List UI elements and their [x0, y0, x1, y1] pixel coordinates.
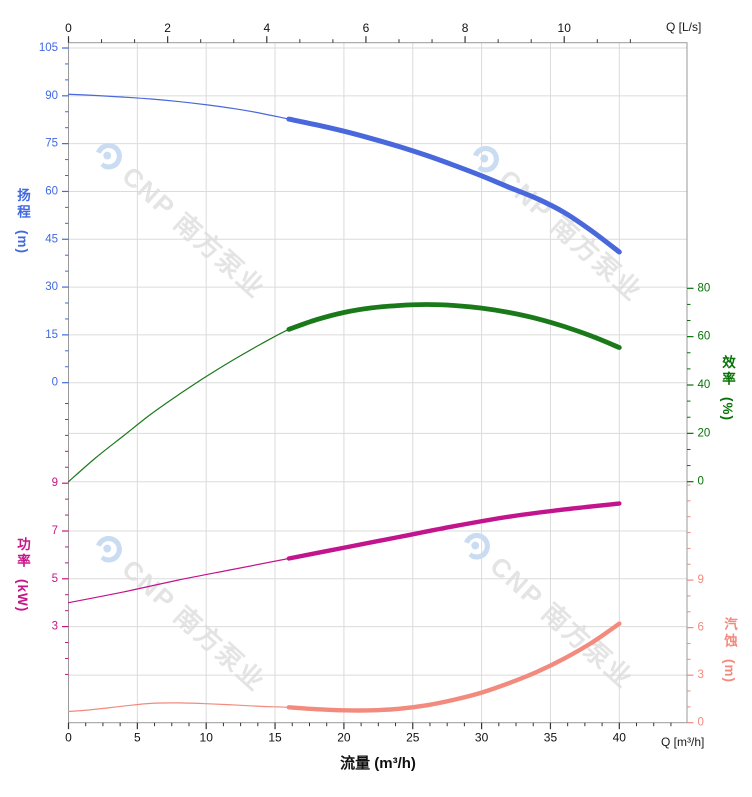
svg-text:60: 60: [698, 331, 711, 343]
svg-text:80: 80: [698, 282, 711, 294]
svg-text:0: 0: [698, 717, 704, 729]
svg-text:5: 5: [134, 731, 141, 745]
x-axis-top: 0 2 4 6 8 10: [65, 21, 631, 43]
svg-text:4: 4: [263, 21, 270, 35]
svg-text:6: 6: [698, 622, 704, 634]
svg-text:45: 45: [45, 233, 58, 245]
flow-axis-label: 流量 (m³/h): [340, 755, 416, 772]
svg-text:40: 40: [613, 731, 627, 745]
svg-text:10: 10: [200, 731, 214, 745]
svg-text:75: 75: [45, 138, 58, 150]
bottom-axis-unit-label: Q [m³/h]: [661, 735, 705, 749]
svg-text:0: 0: [65, 731, 72, 745]
svg-text:15: 15: [268, 731, 282, 745]
efficiency-axis-title: 效率(%): [720, 355, 735, 421]
gridlines: [68, 42, 687, 723]
y-axis-power: 9 7 5 3: [52, 403, 69, 675]
y-axis-efficiency: 80 60 40 20 0: [687, 282, 711, 488]
svg-text:30: 30: [475, 731, 489, 745]
power-axis-title: 功率(kW): [15, 537, 30, 613]
svg-text:2: 2: [164, 21, 171, 35]
svg-text:20: 20: [337, 731, 351, 745]
svg-text:40: 40: [698, 379, 711, 391]
svg-text:8: 8: [462, 21, 469, 35]
x-axis-bottom: 0 5 10 15 20 25 30 35 40: [65, 722, 672, 745]
svg-text:35: 35: [544, 731, 558, 745]
npsh-axis-title: 汽蚀(m): [722, 617, 737, 683]
y-axis-head: 105 90 75 60 45 30 15 0: [39, 42, 69, 389]
svg-text:10: 10: [558, 21, 572, 35]
top-axis-unit-label: Q [L/s]: [666, 20, 702, 34]
svg-text:60: 60: [45, 185, 58, 197]
svg-text:20: 20: [698, 427, 711, 439]
y-axis-npsh: 9 6 3 0: [687, 484, 704, 729]
svg-text:5: 5: [52, 573, 58, 585]
svg-text:3: 3: [52, 621, 58, 633]
svg-text:0: 0: [65, 21, 72, 35]
svg-text:3: 3: [698, 669, 704, 681]
svg-text:90: 90: [45, 90, 58, 102]
svg-text:105: 105: [39, 42, 58, 54]
svg-text:9: 9: [52, 477, 58, 489]
curves: [67, 93, 622, 713]
head-axis-title: 扬程(m): [15, 188, 30, 254]
power-curve: [286, 501, 622, 561]
svg-text:0: 0: [698, 476, 704, 488]
svg-text:9: 9: [698, 574, 704, 586]
svg-text:25: 25: [406, 731, 420, 745]
svg-text:15: 15: [45, 329, 58, 341]
svg-text:6: 6: [363, 21, 370, 35]
svg-text:7: 7: [52, 525, 58, 537]
efficiency-curve: [286, 302, 622, 350]
head-curve: [286, 116, 622, 255]
svg-text:30: 30: [45, 281, 58, 293]
npsh-curve: [286, 621, 622, 713]
svg-text:0: 0: [52, 377, 58, 389]
